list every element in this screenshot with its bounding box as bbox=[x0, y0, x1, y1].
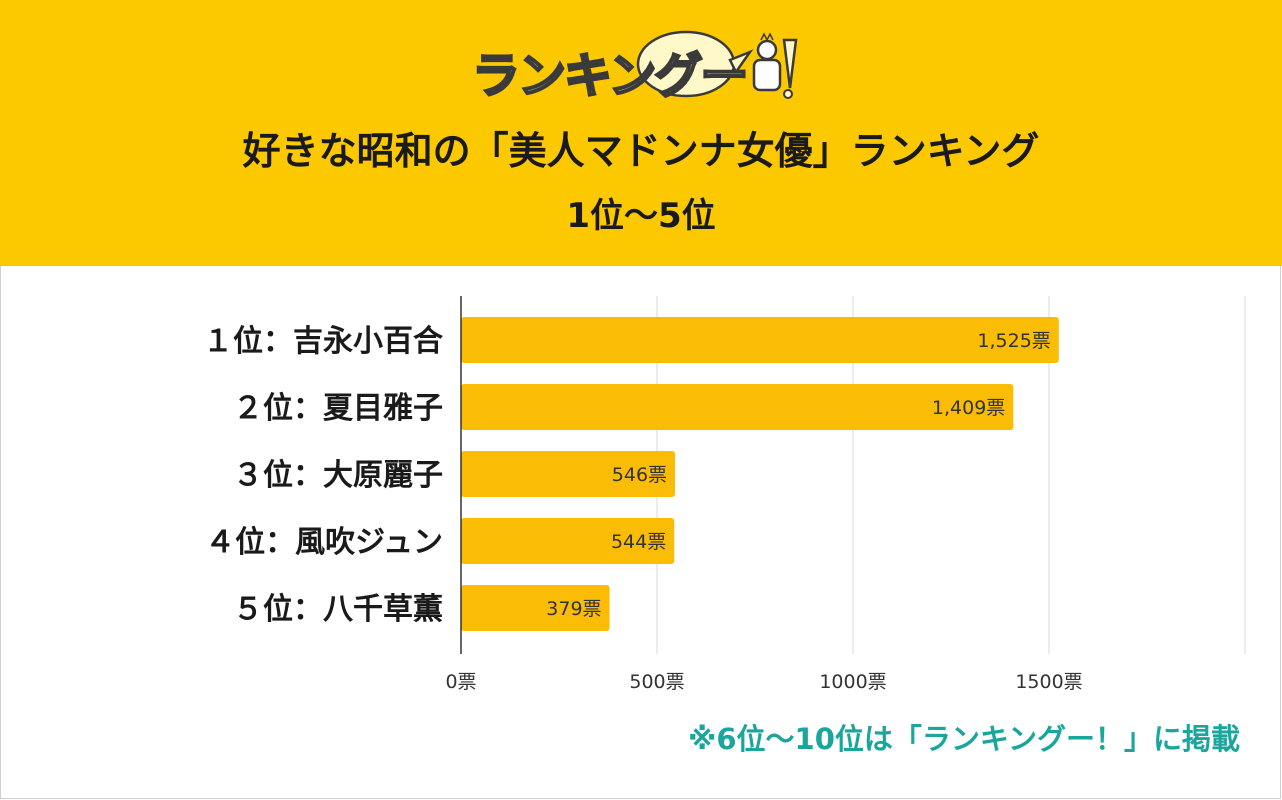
data-label: 1,409票 bbox=[932, 397, 1005, 419]
header-banner: ランキングー 好きな昭和の「美人マドンナ女優」ランキング 1位～5位 bbox=[0, 0, 1282, 266]
data-label: 379票 bbox=[546, 598, 601, 620]
data-label: 1,525票 bbox=[977, 330, 1050, 352]
x-tick-label: 0票 bbox=[445, 671, 476, 693]
speech-bubble-icon bbox=[636, 30, 754, 98]
data-label: 544票 bbox=[611, 531, 666, 553]
category-label: ２位：夏目雅子 bbox=[233, 391, 443, 426]
category-label: ４位：風吹ジュン bbox=[205, 525, 443, 560]
bar bbox=[461, 317, 1059, 363]
x-tick-label: 1500票 bbox=[1015, 671, 1082, 693]
bar bbox=[461, 518, 675, 564]
bar bbox=[461, 451, 676, 497]
chart-title: 好きな昭和の「美人マドンナ女優」ランキング bbox=[242, 129, 1040, 173]
x-tick-label: 500票 bbox=[629, 671, 684, 693]
ranking-goo-logo: ランキングー bbox=[468, 22, 818, 105]
category-label: １位：吉永小百合 bbox=[203, 324, 443, 359]
x-tick-label: 1000票 bbox=[819, 671, 886, 693]
data-label: 546票 bbox=[612, 464, 667, 486]
category-label: ３位：大原麗子 bbox=[233, 458, 443, 493]
chart-frame: 0票 500票 1000票 1500票 1,525票 １位：吉永小百合 1,409票 ２位：夏… bbox=[0, 266, 1281, 799]
chart-subtitle: 1位～5位 bbox=[566, 196, 716, 236]
bar bbox=[461, 384, 1014, 430]
chicken-thumbs-up-icon bbox=[752, 32, 798, 99]
bar bbox=[461, 585, 610, 631]
logo-text: ランキングー bbox=[471, 47, 750, 106]
category-label: ５位：八千草薫 bbox=[233, 592, 443, 627]
bar-chart: 0票 500票 1000票 1500票 1,525票 １位：吉永小百合 1,409票 ２位：夏… bbox=[203, 296, 1246, 693]
footer-note: ※6位～10位は「ランキングー！」に掲載 bbox=[688, 722, 1240, 756]
